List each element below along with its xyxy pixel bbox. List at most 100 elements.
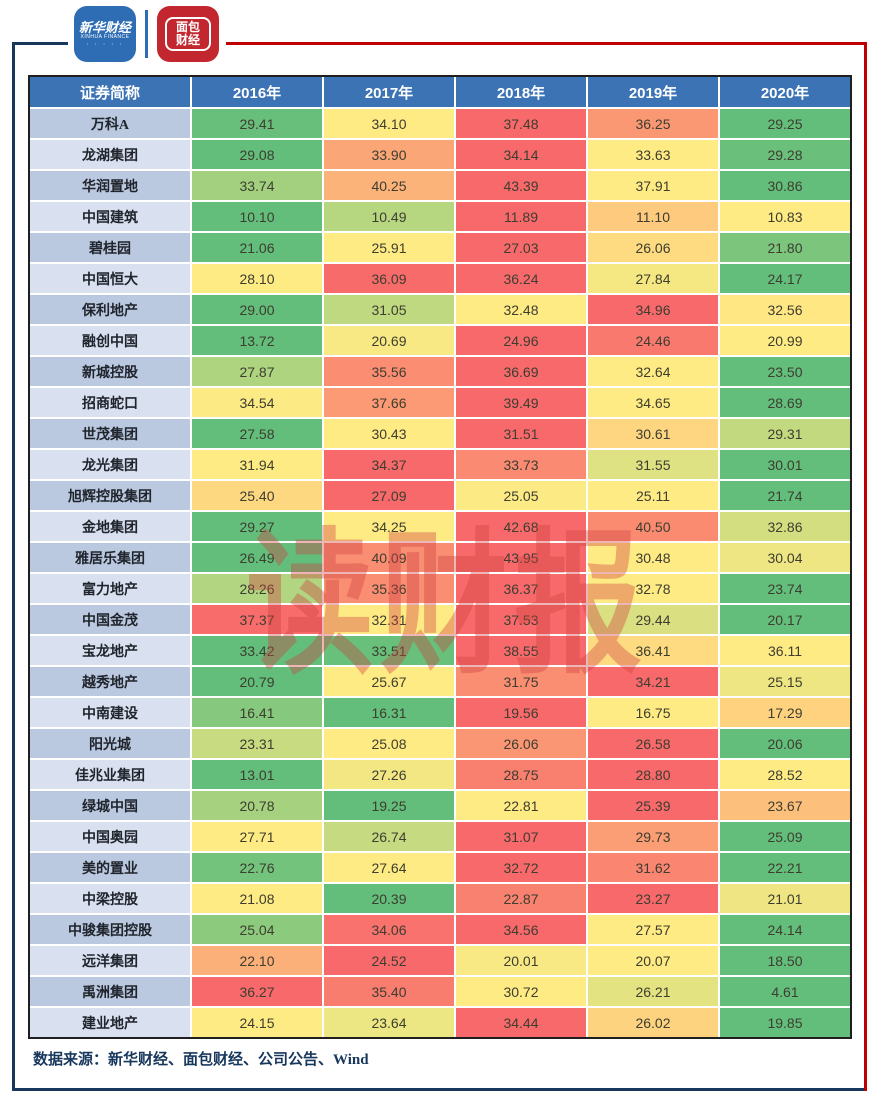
brand-header: 新华财经 XINHUA FINANCE · · · · · 面包财经 (74, 6, 219, 62)
company-label-cell: 中国奥园 (30, 822, 190, 851)
value-cell: 20.79 (192, 667, 322, 696)
value-cell: 36.25 (588, 109, 718, 138)
value-cell: 16.41 (192, 698, 322, 727)
company-label-cell: 越秀地产 (30, 667, 190, 696)
company-label-cell: 新城控股 (30, 357, 190, 386)
value-cell: 35.56 (324, 357, 454, 386)
value-cell: 34.96 (588, 295, 718, 324)
value-cell: 27.84 (588, 264, 718, 293)
value-cell: 27.58 (192, 419, 322, 448)
value-cell: 34.56 (456, 915, 586, 944)
value-cell: 35.40 (324, 977, 454, 1006)
value-cell: 30.43 (324, 419, 454, 448)
value-cell: 25.39 (588, 791, 718, 820)
xinhua-logo-subtitle: XINHUA FINANCE (80, 34, 130, 41)
value-cell: 26.02 (588, 1008, 718, 1037)
value-cell: 24.52 (324, 946, 454, 975)
value-cell: 38.55 (456, 636, 586, 665)
value-cell: 13.72 (192, 326, 322, 355)
value-cell: 28.80 (588, 760, 718, 789)
value-cell: 37.37 (192, 605, 322, 634)
value-cell: 30.61 (588, 419, 718, 448)
value-cell: 20.39 (324, 884, 454, 913)
company-label-cell: 雅居乐集团 (30, 543, 190, 572)
value-cell: 28.75 (456, 760, 586, 789)
company-label-cell: 华润置地 (30, 171, 190, 200)
value-cell: 25.05 (456, 481, 586, 510)
year-header-cell: 2019年 (588, 77, 718, 107)
value-cell: 27.87 (192, 357, 322, 386)
value-cell: 36.24 (456, 264, 586, 293)
company-label-cell: 世茂集团 (30, 419, 190, 448)
xinhua-logo-title: 新华财经 (78, 19, 131, 35)
value-cell: 34.37 (324, 450, 454, 479)
value-cell: 20.69 (324, 326, 454, 355)
value-cell: 40.09 (324, 543, 454, 572)
value-cell: 23.31 (192, 729, 322, 758)
data-source-note: 数据来源：新华财经、面包财经、公司公告、Wind (33, 1052, 369, 1068)
xinhua-finance-logo-icon: 新华财经 XINHUA FINANCE · · · · · (74, 6, 136, 62)
value-cell: 21.06 (192, 233, 322, 262)
value-cell: 37.91 (588, 171, 718, 200)
value-cell: 29.08 (192, 140, 322, 169)
value-cell: 29.27 (192, 512, 322, 541)
value-cell: 29.41 (192, 109, 322, 138)
company-label-cell: 金地集团 (30, 512, 190, 541)
value-cell: 24.46 (588, 326, 718, 355)
value-cell: 29.73 (588, 822, 718, 851)
value-cell: 30.86 (720, 171, 850, 200)
value-cell: 26.06 (456, 729, 586, 758)
value-cell: 33.73 (456, 450, 586, 479)
year-header-cell: 2017年 (324, 77, 454, 107)
value-cell: 26.74 (324, 822, 454, 851)
value-cell: 34.14 (456, 140, 586, 169)
value-cell: 22.76 (192, 853, 322, 882)
value-cell: 22.87 (456, 884, 586, 913)
value-cell: 20.78 (192, 791, 322, 820)
value-cell: 25.40 (192, 481, 322, 510)
value-cell: 43.95 (456, 543, 586, 572)
value-cell: 32.72 (456, 853, 586, 882)
value-cell: 27.03 (456, 233, 586, 262)
year-header-cell: 2016年 (192, 77, 322, 107)
value-cell: 26.58 (588, 729, 718, 758)
company-label-cell: 万科A (30, 109, 190, 138)
value-cell: 22.10 (192, 946, 322, 975)
label-header-cell: 证券简称 (30, 77, 190, 107)
value-cell: 25.08 (324, 729, 454, 758)
value-cell: 29.28 (720, 140, 850, 169)
value-cell: 35.36 (324, 574, 454, 603)
value-cell: 27.71 (192, 822, 322, 851)
value-cell: 36.09 (324, 264, 454, 293)
value-cell: 20.99 (720, 326, 850, 355)
value-cell: 24.17 (720, 264, 850, 293)
value-cell: 30.04 (720, 543, 850, 572)
value-cell: 43.39 (456, 171, 586, 200)
logo-divider (145, 10, 148, 58)
company-label-cell: 招商蛇口 (30, 388, 190, 417)
value-cell: 34.44 (456, 1008, 586, 1037)
value-cell: 28.69 (720, 388, 850, 417)
value-cell: 34.10 (324, 109, 454, 138)
value-cell: 23.67 (720, 791, 850, 820)
value-cell: 29.00 (192, 295, 322, 324)
value-cell: 29.44 (588, 605, 718, 634)
company-label-cell: 保利地产 (30, 295, 190, 324)
value-cell: 24.96 (456, 326, 586, 355)
value-cell: 25.04 (192, 915, 322, 944)
value-cell: 30.01 (720, 450, 850, 479)
value-cell: 31.05 (324, 295, 454, 324)
value-cell: 31.51 (456, 419, 586, 448)
value-cell: 31.55 (588, 450, 718, 479)
value-cell: 28.52 (720, 760, 850, 789)
value-cell: 26.49 (192, 543, 322, 572)
value-cell: 17.29 (720, 698, 850, 727)
value-cell: 13.01 (192, 760, 322, 789)
company-label-cell: 阳光城 (30, 729, 190, 758)
value-cell: 37.53 (456, 605, 586, 634)
value-cell: 34.65 (588, 388, 718, 417)
value-cell: 23.27 (588, 884, 718, 913)
company-label-cell: 中南建设 (30, 698, 190, 727)
value-cell: 34.21 (588, 667, 718, 696)
value-cell: 10.10 (192, 202, 322, 231)
